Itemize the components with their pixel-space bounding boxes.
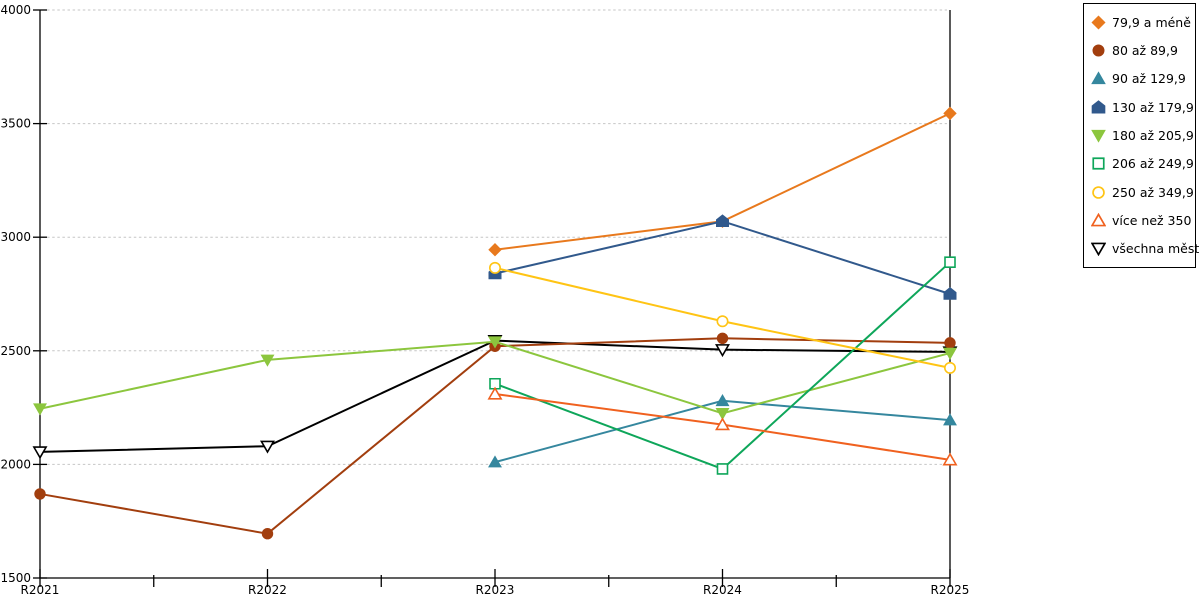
legend-item-3: 130 až 179,9 [1091,94,1195,121]
square-open-legend-icon [1092,157,1105,170]
diamond-legend-icon [1091,15,1106,30]
x-tick-label: R2025 [931,583,970,597]
triangle-up-open-legend-icon [1091,212,1106,227]
triangle-up-marker [487,386,503,400]
series-6 [489,261,956,374]
triangle-down-marker [260,354,275,367]
triangle-down-marker [715,344,730,358]
legend: 79,9 a méně 80 až 89,9 90 až 129,9 130 až 1… [1083,3,1200,268]
legend-item-0: 79,9 a méně [1091,9,1195,36]
triangle-up-marker [1091,212,1106,227]
legend-label: 80 až 89,9 [1112,42,1178,58]
triangle-up-marker [715,393,730,407]
series-line-5 [494,261,951,471]
circle-marker [716,332,729,345]
axes [33,9,951,587]
square-marker [1092,157,1105,170]
triangle-down-marker [33,403,47,416]
series-0 [488,106,957,257]
circle-marker [716,315,729,328]
legend-item-6: 250 až 349,9 [1091,179,1195,206]
triangle-down-marker [32,446,48,460]
legend-label: 130 až 179,9 [1112,99,1194,115]
triangle-down-legend-icon [1091,129,1106,143]
legend-label: 180 až 205,9 [1112,127,1194,143]
y-tick-label: 3000 [0,230,31,244]
legend-label: 79,9 a méně [1112,14,1191,30]
diamond-marker [1091,15,1106,30]
circle-marker [1092,185,1105,199]
triangle-up-marker [1091,71,1106,85]
triangle-down-marker [260,440,275,454]
circle-open-legend-icon [1092,185,1105,199]
pentagon-marker [943,287,957,300]
series-layer [32,106,958,540]
pentagon-marker [1091,99,1106,114]
legend-item-1: 80 až 89,9 [1091,37,1195,64]
legend-item-7: více než 350 [1091,207,1195,234]
square-marker [944,256,956,268]
triangle-down-marker [488,336,502,349]
x-tick-label: R2021 [21,583,60,597]
legend-label: 250 až 349,9 [1112,184,1194,200]
diamond-marker [943,106,957,121]
pentagon-legend-icon [1091,99,1106,114]
series-line-1 [39,337,951,535]
series-line-4 [39,340,951,415]
legend-label: více než 350 [1112,212,1192,228]
circle-marker [1092,44,1105,57]
diamond-marker [488,242,502,257]
triangle-down-marker [1091,242,1106,257]
y-tick-label: 1500 [0,571,31,585]
y-tick-label: 4000 [0,3,31,17]
series-3 [488,214,957,300]
series-7 [487,386,958,466]
y-tick-label: 2000 [0,457,31,471]
triangle-up-marker [715,417,730,431]
series-2 [488,393,957,468]
x-tick-label: R2022 [248,583,287,597]
circle-marker [261,527,274,540]
triangle-up-marker [943,413,957,426]
triangle-down-open-legend-icon [1091,242,1106,257]
legend-item-5: 206 až 249,9 [1091,150,1195,177]
circle-marker [34,488,46,500]
circle-marker [489,261,501,274]
series-1 [34,332,956,540]
triangle-down-marker [715,407,730,421]
legend-label: všechna města [1112,241,1200,257]
triangle-up-marker [488,455,502,468]
triangle-down-marker [943,347,957,360]
square-marker [489,377,501,390]
triangle-up-legend-icon [1091,71,1106,85]
legend-label: 90 až 129,9 [1112,71,1186,87]
legend-item-8: všechna města [1091,235,1200,262]
series-4 [33,336,957,421]
x-tick-label: R2023 [476,583,515,597]
circle-marker [944,361,956,374]
y-tick-label: 2500 [0,344,31,358]
series-line-0 [494,112,951,251]
legend-item-4: 180 až 205,9 [1091,122,1195,149]
x-tick-label: R2024 [703,583,742,597]
circle-marker [944,337,956,349]
legend-item-2: 90 až 129,9 [1091,65,1195,92]
pentagon-marker [716,214,729,227]
circle-legend-icon [1092,44,1105,57]
series-5 [489,256,956,475]
legend-label: 206 až 249,9 [1112,156,1194,172]
y-tick-label: 3500 [0,117,31,131]
triangle-down-marker [1091,129,1106,143]
square-marker [716,463,729,475]
axis-labels: 1500 2000 2500 3000 3500 4000 R2021 R2022 R2023 R… [0,3,969,597]
triangle-up-marker [942,452,958,466]
